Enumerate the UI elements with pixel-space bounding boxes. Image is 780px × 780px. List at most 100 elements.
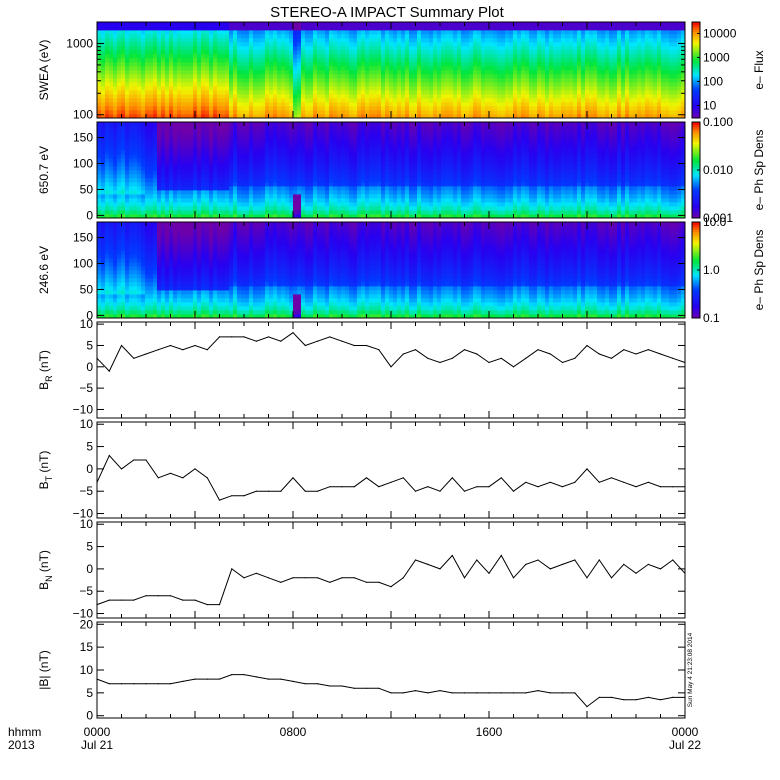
heatmap-cell bbox=[605, 34, 610, 39]
heatmap-cell bbox=[105, 102, 110, 107]
heatmap-cell bbox=[201, 54, 206, 59]
heatmap-cell bbox=[345, 30, 350, 35]
heatmap-cell bbox=[241, 134, 246, 139]
heatmap-cell bbox=[573, 42, 578, 47]
heatmap-cell bbox=[365, 62, 370, 67]
heatmap-cell bbox=[453, 34, 458, 39]
heatmap-cell bbox=[177, 206, 182, 211]
heatmap-cell bbox=[265, 122, 270, 127]
heatmap-cell bbox=[261, 46, 266, 51]
heatmap-cell bbox=[317, 114, 322, 119]
heatmap-cell bbox=[265, 66, 270, 71]
heatmap-cell bbox=[593, 54, 598, 59]
heatmap-cell bbox=[477, 22, 482, 27]
heatmap-cell bbox=[185, 194, 190, 199]
heatmap-cell bbox=[573, 26, 578, 31]
heatmap-cell bbox=[153, 142, 158, 147]
heatmap-cell bbox=[293, 198, 298, 203]
heatmap-cell bbox=[161, 162, 166, 167]
heatmap-cell bbox=[237, 198, 242, 203]
heatmap-cell bbox=[129, 194, 134, 199]
heatmap-cell bbox=[253, 22, 258, 27]
heatmap-cell bbox=[221, 126, 226, 131]
heatmap-cell bbox=[605, 90, 610, 95]
heatmap-cell bbox=[625, 98, 630, 103]
heatmap-cell bbox=[273, 62, 278, 67]
heatmap-cell bbox=[357, 106, 362, 111]
heatmap-cell bbox=[189, 182, 194, 187]
heatmap-cell bbox=[633, 50, 638, 55]
heatmap-cell bbox=[101, 58, 106, 63]
heatmap-cell bbox=[405, 74, 410, 79]
heatmap-cell bbox=[241, 206, 246, 211]
heatmap-cell bbox=[173, 58, 178, 63]
heatmap-cell bbox=[153, 134, 158, 139]
heatmap-cell bbox=[237, 142, 242, 147]
heatmap-cell bbox=[277, 82, 282, 87]
heatmap-cell bbox=[473, 102, 478, 107]
heatmap-cell bbox=[265, 62, 270, 67]
heatmap-cell bbox=[373, 90, 378, 95]
heatmap-cell bbox=[281, 130, 286, 135]
heatmap-cell bbox=[345, 62, 350, 67]
heatmap-cell bbox=[165, 194, 170, 199]
heatmap-cell bbox=[261, 186, 266, 191]
heatmap-cell bbox=[549, 70, 554, 75]
heatmap-cell bbox=[341, 58, 346, 63]
heatmap-cell bbox=[337, 46, 342, 51]
heatmap-cell bbox=[245, 194, 250, 199]
heatmap-cell bbox=[129, 214, 134, 219]
heatmap-cell bbox=[261, 78, 266, 83]
heatmap-cell bbox=[109, 110, 114, 115]
heatmap-cell bbox=[237, 102, 242, 107]
heatmap-cell bbox=[145, 90, 150, 95]
heatmap-cell bbox=[149, 78, 154, 83]
heatmap-cell bbox=[177, 162, 182, 167]
heatmap-cell bbox=[205, 170, 210, 175]
heatmap-cell bbox=[405, 42, 410, 47]
heatmap-cell bbox=[205, 130, 210, 135]
heatmap-cell bbox=[561, 62, 566, 67]
heatmap-cell bbox=[109, 106, 114, 111]
heatmap-cell bbox=[317, 162, 322, 167]
heatmap-cell bbox=[153, 202, 158, 207]
heatmap-cell bbox=[325, 50, 330, 55]
heatmap-cell bbox=[525, 78, 530, 83]
heatmap-cell bbox=[269, 26, 274, 31]
heatmap-cell bbox=[453, 78, 458, 83]
heatmap-cell bbox=[337, 114, 342, 119]
heatmap-cell bbox=[217, 78, 222, 83]
heatmap-cell bbox=[245, 70, 250, 75]
heatmap-cell bbox=[593, 62, 598, 67]
heatmap-cell bbox=[189, 126, 194, 131]
heatmap-cell bbox=[585, 54, 590, 59]
heatmap-cell bbox=[169, 62, 174, 67]
heatmap-cell bbox=[401, 106, 406, 111]
heatmap-cell bbox=[121, 150, 126, 155]
heatmap-cell bbox=[569, 30, 574, 35]
heatmap-cell bbox=[637, 58, 642, 63]
heatmap-cell bbox=[181, 142, 186, 147]
heatmap-cell bbox=[225, 38, 230, 43]
heatmap-cell bbox=[629, 78, 634, 83]
heatmap-cell bbox=[629, 102, 634, 107]
heatmap-cell bbox=[241, 98, 246, 103]
heatmap-cell bbox=[137, 126, 142, 131]
heatmap-cell bbox=[269, 122, 274, 127]
heatmap-cell bbox=[629, 26, 634, 31]
heatmap-cell bbox=[225, 154, 230, 159]
heatmap-cell bbox=[205, 34, 210, 39]
heatmap-cell bbox=[325, 46, 330, 51]
heatmap-cell bbox=[645, 30, 650, 35]
heatmap-cell bbox=[645, 42, 650, 47]
heatmap-cell bbox=[117, 138, 122, 143]
heatmap-cell bbox=[533, 30, 538, 35]
heatmap-cell bbox=[173, 194, 178, 199]
heatmap-cell bbox=[261, 102, 266, 107]
heatmap-cell bbox=[257, 94, 262, 99]
heatmap-cell bbox=[221, 134, 226, 139]
heatmap-cell bbox=[197, 30, 202, 35]
heatmap-cell bbox=[285, 126, 290, 131]
heatmap-cell bbox=[269, 146, 274, 151]
heatmap-cell bbox=[449, 50, 454, 55]
